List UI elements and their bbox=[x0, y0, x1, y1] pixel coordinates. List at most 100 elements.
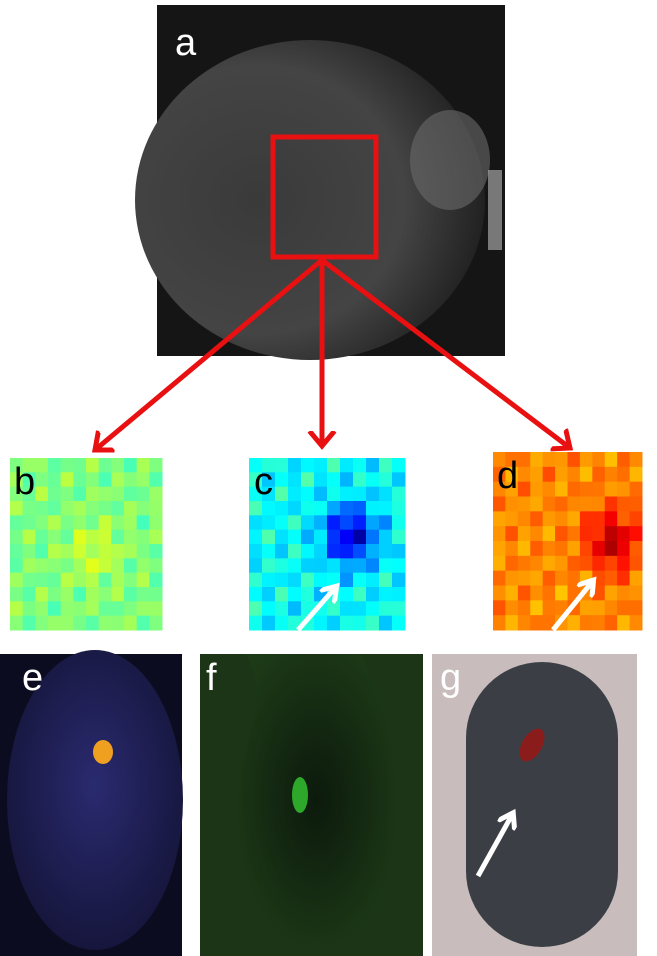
map-pixel bbox=[124, 458, 137, 473]
map-pixel bbox=[630, 526, 643, 541]
map-pixel bbox=[275, 487, 289, 502]
map-pixel bbox=[518, 571, 531, 586]
map-pixel bbox=[249, 515, 263, 530]
map-pixel bbox=[366, 558, 380, 573]
map-pixel bbox=[568, 467, 581, 482]
map-pixel bbox=[61, 501, 74, 516]
map-pixel bbox=[568, 556, 581, 571]
map-pixel bbox=[124, 616, 137, 631]
map-pixel bbox=[314, 558, 328, 573]
map-pixel bbox=[630, 556, 643, 571]
map-pixel bbox=[86, 573, 99, 588]
map-pixel bbox=[592, 586, 605, 601]
map-pixel bbox=[61, 458, 74, 473]
map-pixel bbox=[392, 530, 406, 545]
map-pixel bbox=[137, 501, 150, 516]
map-pixel bbox=[137, 487, 150, 502]
map-pixel bbox=[124, 487, 137, 502]
map-pixel bbox=[86, 544, 99, 559]
map-pixel bbox=[149, 487, 162, 502]
map-pixel bbox=[568, 615, 581, 630]
map-pixel bbox=[137, 515, 150, 530]
map-pixel bbox=[366, 587, 380, 602]
panel-label: e bbox=[22, 657, 43, 699]
map-pixel bbox=[314, 501, 328, 516]
map-pixel bbox=[275, 558, 289, 573]
map-pixel bbox=[262, 587, 276, 602]
map-pixel bbox=[288, 458, 302, 473]
map-pixel bbox=[124, 573, 137, 588]
map-pixel bbox=[99, 530, 112, 545]
map-pixel bbox=[518, 482, 531, 497]
map-pixel bbox=[10, 616, 23, 631]
map-pixel bbox=[592, 600, 605, 615]
map-pixel bbox=[605, 556, 618, 571]
map-pixel bbox=[392, 501, 406, 516]
map-pixel bbox=[580, 482, 593, 497]
map-pixel bbox=[505, 526, 518, 541]
map-pixel bbox=[555, 497, 568, 512]
map-pixel bbox=[327, 544, 341, 559]
map-pixel bbox=[353, 544, 367, 559]
map-pixel bbox=[605, 571, 618, 586]
map-pixel bbox=[314, 530, 328, 545]
map-pixel bbox=[149, 472, 162, 487]
map-pixel bbox=[327, 472, 341, 487]
map-pixel bbox=[518, 526, 531, 541]
map-pixel bbox=[518, 497, 531, 512]
map-pixel bbox=[262, 501, 276, 516]
tissue-f bbox=[237, 654, 395, 945]
map-pixel bbox=[630, 511, 643, 526]
map-pixel bbox=[99, 472, 112, 487]
map-pixel bbox=[301, 487, 315, 502]
map-pixel bbox=[592, 615, 605, 630]
map-pixel bbox=[288, 501, 302, 516]
map-pixel bbox=[379, 573, 393, 588]
map-pixel bbox=[61, 472, 74, 487]
map-pixel bbox=[630, 571, 643, 586]
map-pixel bbox=[518, 556, 531, 571]
map-pixel bbox=[530, 497, 543, 512]
map-pixel bbox=[392, 515, 406, 530]
map-pixel bbox=[617, 586, 630, 601]
map-pixel bbox=[73, 616, 86, 631]
map-pixel bbox=[505, 497, 518, 512]
map-pixel bbox=[111, 487, 124, 502]
map-pixel bbox=[137, 472, 150, 487]
map-pixel bbox=[262, 544, 276, 559]
map-pixel bbox=[35, 530, 48, 545]
map-pixel bbox=[366, 616, 380, 631]
map-pixel bbox=[249, 530, 263, 545]
map-pixel bbox=[580, 467, 593, 482]
map-pixel bbox=[605, 615, 618, 630]
map-pixel bbox=[314, 573, 328, 588]
map-pixel bbox=[340, 515, 354, 530]
map-pixel bbox=[275, 458, 289, 473]
map-pixel bbox=[366, 530, 380, 545]
map-pixel bbox=[630, 452, 643, 467]
map-pixel bbox=[262, 616, 276, 631]
map-pixel bbox=[530, 526, 543, 541]
map-pixel bbox=[275, 616, 289, 631]
map-pixel bbox=[249, 587, 263, 602]
map-pixel bbox=[605, 600, 618, 615]
map-pixel bbox=[23, 587, 36, 602]
map-pixel bbox=[530, 600, 543, 615]
map-pixel bbox=[48, 458, 61, 473]
map-pixel bbox=[505, 511, 518, 526]
map-pixel bbox=[35, 558, 48, 573]
map-pixel bbox=[366, 544, 380, 559]
map-pixel bbox=[493, 541, 506, 556]
map-pixel bbox=[353, 501, 367, 516]
map-pixel bbox=[124, 544, 137, 559]
map-pixel bbox=[555, 452, 568, 467]
map-pixel bbox=[73, 515, 86, 530]
map-pixel bbox=[555, 541, 568, 556]
map-pixel bbox=[392, 573, 406, 588]
map-pixel bbox=[605, 482, 618, 497]
map-pixel bbox=[275, 544, 289, 559]
map-pixel bbox=[288, 487, 302, 502]
map-pixel bbox=[35, 573, 48, 588]
map-pixel bbox=[379, 487, 393, 502]
map-pixel bbox=[99, 458, 112, 473]
